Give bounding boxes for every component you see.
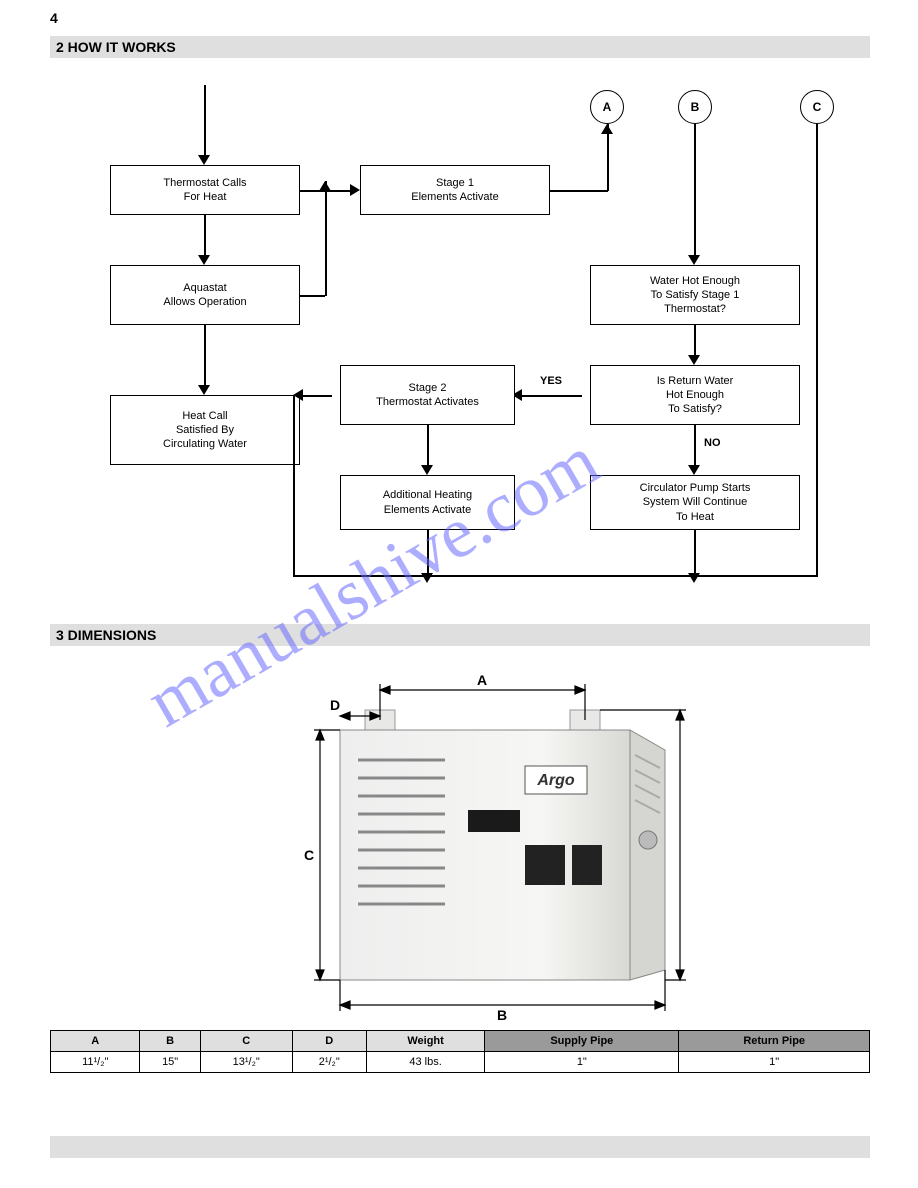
circle-b: B: [678, 90, 712, 124]
svg-text:A: A: [477, 672, 487, 688]
svg-text:D: D: [330, 697, 340, 713]
circle-c: C: [800, 90, 834, 124]
box-return-water: Is Return WaterHot EnoughTo Satisfy?: [590, 365, 800, 425]
boiler-image: Argo A: [270, 670, 690, 1020]
th-return: Return Pipe: [679, 1031, 870, 1052]
svg-text:B: B: [497, 1007, 507, 1020]
box-stage1: Stage 1Elements Activate: [360, 165, 550, 215]
page-number: 4: [50, 10, 58, 26]
label-yes-1: YES: [540, 375, 562, 387]
th-b: B: [140, 1031, 200, 1052]
box-thermostat: Thermostat CallsFor Heat: [110, 165, 300, 215]
footer-bar: [50, 1136, 870, 1158]
td-supply: 1": [485, 1052, 679, 1073]
th-d: D: [292, 1031, 366, 1052]
box-stage2-elem: Additional HeatingElements Activate: [340, 475, 515, 530]
box-hot-enough: Water Hot EnoughTo Satisfy Stage 1Thermo…: [590, 265, 800, 325]
flowchart: A B C Thermostat CallsFor Heat AquastatA…: [50, 75, 870, 605]
label-no-1: NO: [704, 437, 721, 449]
boiler-figure: Argo A: [50, 650, 870, 1030]
th-supply: Supply Pipe: [485, 1031, 679, 1052]
circle-a: A: [590, 90, 624, 124]
td-d: 2¹/₂": [292, 1052, 366, 1073]
svg-text:C: C: [304, 847, 314, 863]
td-weight: 43 lbs.: [366, 1052, 484, 1073]
section-2-header: 2 HOW IT WORKS: [50, 36, 870, 58]
box-stage2-tstat: Stage 2Thermostat Activates: [340, 365, 515, 425]
section-3-header: 3 DIMENSIONS: [50, 624, 870, 646]
th-weight: Weight: [366, 1031, 484, 1052]
td-b: 15": [140, 1052, 200, 1073]
td-a: 11¹/₂": [51, 1052, 140, 1073]
th-c: C: [200, 1031, 292, 1052]
dimensions-table: A B C D Weight Supply Pipe Return Pipe 1…: [50, 1030, 870, 1073]
box-aquastat: AquastatAllows Operation: [110, 265, 300, 325]
td-return: 1": [679, 1052, 870, 1073]
box-satisfied: Heat CallSatisfied ByCirculating Water: [110, 395, 300, 465]
svg-text:Argo: Argo: [536, 772, 575, 789]
box-circ: Circulator Pump StartsSystem Will Contin…: [590, 475, 800, 530]
td-c: 13¹/₂": [200, 1052, 292, 1073]
th-a: A: [51, 1031, 140, 1052]
